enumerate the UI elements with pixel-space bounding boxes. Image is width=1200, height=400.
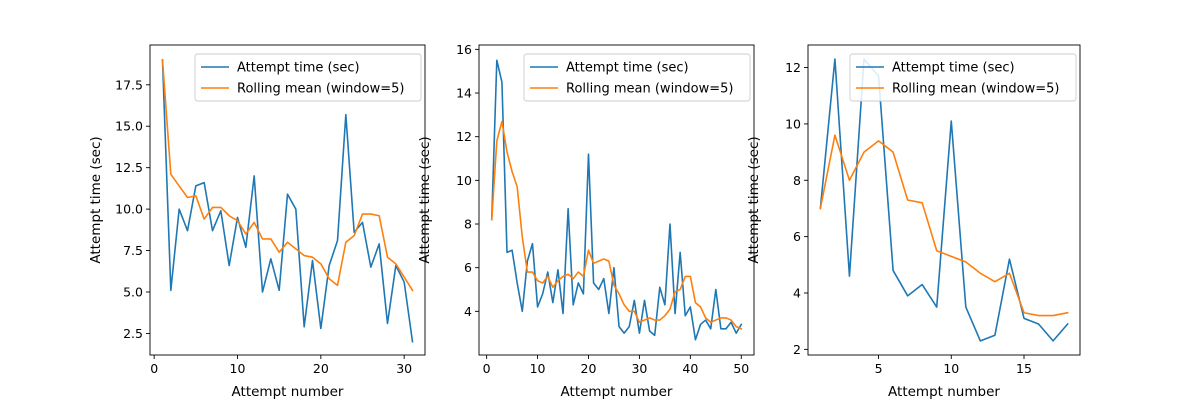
y-tick-label: 16: [456, 42, 472, 57]
y-tick-label: 12: [456, 129, 472, 144]
y-tick-label: 6: [793, 229, 801, 244]
y-tick-label: 8: [464, 217, 472, 232]
series-line-attempt-time: [161, 59, 414, 343]
x-tick-label: 20: [581, 361, 597, 376]
series-line-rolling-mean: [490, 120, 743, 330]
y-tick-label: 8: [793, 173, 801, 188]
legend-entry: Attempt time (sec): [892, 61, 1015, 76]
x-axis-label: Attempt number: [561, 384, 673, 400]
x-axis-label: Attempt number: [888, 384, 1000, 400]
axes-frame: [478, 44, 755, 356]
y-tick-label: 17.5: [115, 77, 143, 92]
x-tick-label: 30: [631, 361, 647, 376]
x-tick-label: 10: [230, 361, 246, 376]
legend-box: [194, 53, 422, 102]
series-line-rolling-mean: [161, 59, 414, 292]
y-tick-label: 5.0: [123, 285, 143, 300]
y-axis-label: Attempt time (sec): [417, 136, 433, 263]
y-tick-label: 6: [464, 260, 472, 275]
y-tick-label: 7.5: [123, 243, 143, 258]
y-tick-label: 12: [785, 60, 801, 75]
axes-frame: [807, 44, 1081, 356]
chart-panel-2: 0 10 20 30 40 50 4 6 8 10 12 14 16 Attempt number Atte…: [417, 42, 755, 400]
x-tick-label: 5: [875, 361, 883, 376]
y-tick-label: 10: [456, 173, 472, 188]
x-tick-label: 10: [530, 361, 546, 376]
y-tick-label: 12.5: [115, 160, 143, 175]
legend-entry: Rolling mean (window=5): [566, 82, 734, 97]
chart-panel-1: 0 10 20 30 2.5 5.0 7.5 10.0 12.5 15.0 17.5 Attempt …: [88, 44, 426, 400]
x-tick-label: 10: [943, 361, 959, 376]
x-axis-label: Attempt number: [232, 384, 344, 400]
y-tick-label: 2.5: [123, 326, 143, 341]
x-tick-label: 0: [150, 361, 158, 376]
series-line-rolling-mean: [819, 134, 1069, 317]
legend-entry: Attempt time (sec): [237, 61, 360, 76]
legend: Attempt time (sec) Rolling mean (window=5…: [849, 53, 1077, 102]
x-tick-label: 50: [733, 361, 749, 376]
legend: Attempt time (sec) Rolling mean (window=5…: [194, 53, 422, 102]
legend-entry: Attempt time (sec): [566, 61, 689, 76]
x-tick-label: 30: [396, 361, 412, 376]
y-tick-label: 14: [456, 86, 472, 101]
x-tick-label: 15: [1016, 361, 1032, 376]
y-tick-label: 10.0: [115, 202, 143, 217]
y-tick-label: 2: [793, 342, 801, 357]
y-tick-label: 10: [785, 116, 801, 131]
y-axis-label: Attempt time (sec): [746, 136, 762, 263]
legend-box: [849, 53, 1077, 102]
chart-panel-3: 5 10 15 2 4 6 8 10 12 Attempt number Attempt time …: [746, 44, 1081, 400]
legend: Attempt time (sec) Rolling mean (window=5…: [523, 53, 751, 102]
y-tick-label: 4: [464, 304, 472, 319]
y-tick-label: 15.0: [115, 119, 143, 134]
series-line-attempt-time: [490, 59, 743, 341]
axes-frame: [149, 44, 426, 356]
legend-entry: Rolling mean (window=5): [237, 82, 405, 97]
x-tick-label: 20: [313, 361, 329, 376]
legend-box: [523, 53, 751, 102]
legend-entry: Rolling mean (window=5): [892, 82, 1060, 97]
x-tick-label: 0: [483, 361, 491, 376]
x-tick-label: 40: [682, 361, 698, 376]
y-tick-label: 4: [793, 286, 801, 301]
y-axis-label: Attempt time (sec): [88, 136, 104, 263]
